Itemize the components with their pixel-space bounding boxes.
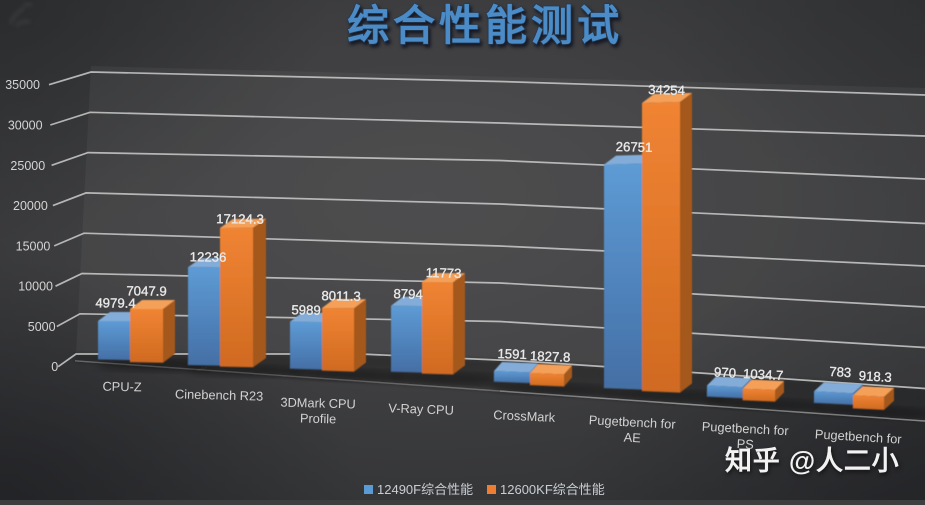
svg-text:Pugetbench for: Pugetbench for (814, 426, 902, 446)
svg-text:CPU-Z: CPU-Z (102, 379, 142, 395)
svg-text:知乎 @人二小: 知乎 @人二小 (725, 446, 899, 476)
svg-text:PS: PS (736, 436, 754, 452)
svg-text:17124.3: 17124.3 (216, 211, 264, 226)
svg-text:CrossMark: CrossMark (493, 407, 556, 425)
svg-text:1827.8: 1827.8 (530, 348, 571, 364)
svg-text:12236: 12236 (190, 249, 227, 264)
svg-text:15000: 15000 (16, 239, 51, 253)
svg-text:5000: 5000 (28, 320, 56, 334)
svg-text:1591: 1591 (497, 346, 527, 362)
svg-text:25000: 25000 (10, 159, 45, 173)
svg-text:7047.9: 7047.9 (126, 283, 166, 298)
svg-text:AE: AE (623, 430, 641, 446)
svg-text:4979.4: 4979.4 (95, 295, 135, 310)
svg-text:1034.7: 1034.7 (743, 366, 784, 383)
svg-text:11773: 11773 (426, 265, 462, 281)
svg-text:综合性能测试: 综合性能测试 (347, 2, 623, 49)
svg-text:3DMark CPU: 3DMark CPU (280, 395, 356, 412)
svg-text:970: 970 (714, 364, 737, 380)
svg-text:Profile: Profile (300, 411, 337, 427)
svg-text:918.3: 918.3 (858, 368, 892, 385)
svg-text:20000: 20000 (13, 199, 48, 213)
svg-text:34254: 34254 (648, 82, 685, 98)
svg-text:8011.3: 8011.3 (321, 288, 361, 304)
svg-text:12490F综合性能: 12490F综合性能 (377, 482, 473, 497)
svg-text:V-Ray CPU: V-Ray CPU (388, 400, 454, 417)
svg-text:10000: 10000 (18, 280, 53, 294)
svg-text:Pugetbench for: Pugetbench for (588, 412, 676, 432)
svg-text:35000: 35000 (5, 78, 40, 92)
svg-text:8794: 8794 (393, 286, 423, 302)
svg-text:Cinebench R23: Cinebench R23 (175, 386, 264, 403)
svg-text:Pugetbench for: Pugetbench for (701, 419, 789, 439)
svg-text:0: 0 (51, 360, 58, 374)
svg-text:30000: 30000 (8, 119, 43, 133)
svg-text:783: 783 (829, 364, 852, 380)
svg-text:26751: 26751 (616, 139, 653, 155)
svg-text:12600KF综合性能: 12600KF综合性能 (500, 482, 605, 497)
svg-text:5989: 5989 (291, 302, 321, 318)
